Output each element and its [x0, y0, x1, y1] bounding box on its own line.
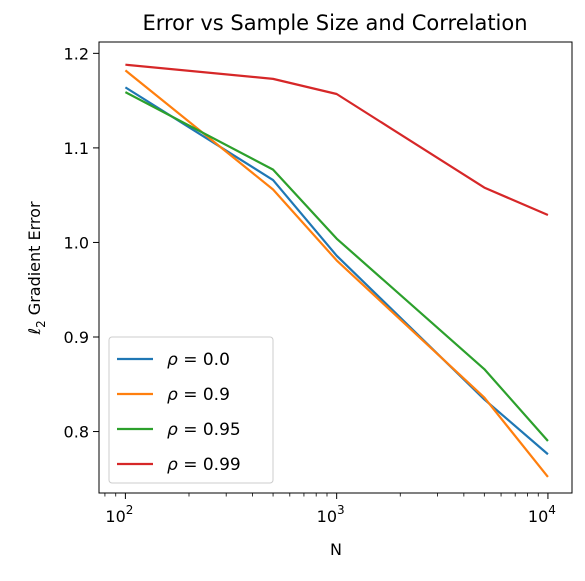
- x-tick-exponent: 4: [548, 503, 556, 517]
- y-axis-label-symbol: ℓ: [25, 328, 44, 336]
- legend-label-3: ρ = 0.99: [167, 455, 241, 475]
- x-tick-base: 10: [317, 507, 337, 526]
- series-line-1: [124, 69, 549, 478]
- legend-label-2: ρ = 0.95: [167, 420, 241, 440]
- y-tick-label-3: 1.1: [64, 139, 89, 158]
- y-tick-label-4: 1.2: [64, 44, 89, 63]
- x-tick-base: 10: [105, 507, 125, 526]
- legend-value: = 0.95: [178, 420, 241, 440]
- legend: ρ = 0.0ρ = 0.9ρ = 0.95ρ = 0.99: [108, 336, 274, 484]
- legend-value: = 0.9: [178, 385, 230, 405]
- y-axis-label: ℓ2 Gradient Error: [25, 201, 48, 335]
- x-tick-base: 10: [528, 507, 548, 526]
- legend-symbol: ρ: [167, 420, 178, 440]
- legend-frame: [108, 336, 274, 484]
- legend-symbol: ρ: [167, 350, 178, 370]
- y-tick-label-0: 0.8: [64, 423, 89, 442]
- x-tick-exponent: 3: [337, 503, 345, 517]
- x-axis-label: N: [330, 540, 342, 559]
- series-line-3: [125, 63, 549, 217]
- legend-symbol: ρ: [167, 385, 178, 405]
- series-group: [124, 63, 549, 478]
- legend-value: = 0.0: [178, 350, 230, 370]
- x-tick-exponent: 2: [126, 503, 134, 517]
- x-tick-label-2: 104: [528, 503, 556, 526]
- axes-frame: [98, 41, 573, 494]
- legend-items: ρ = 0.0ρ = 0.9ρ = 0.95ρ = 0.99: [117, 350, 241, 475]
- y-axis-label-subscript: 2: [34, 320, 48, 328]
- legend-label-0: ρ = 0.0: [167, 350, 230, 370]
- y-tick-label-2: 1.0: [64, 233, 89, 252]
- x-tick-label-0: 102: [105, 503, 133, 526]
- x-axis-ticks: 102 103 104: [104, 493, 556, 526]
- x-tick-label-1: 103: [317, 503, 345, 526]
- plot-area: [98, 41, 573, 494]
- chart-title: Error vs Sample Size and Correlation: [142, 11, 527, 35]
- y-tick-label-1: 0.9: [64, 328, 89, 347]
- legend-label-1: ρ = 0.9: [167, 385, 230, 405]
- legend-value: = 0.99: [178, 455, 241, 475]
- y-axis-ticks: 0.8 0.9 1.0 1.1 1.2: [64, 44, 99, 442]
- series-line-2: [124, 91, 549, 442]
- y-axis-label-text: Gradient Error: [25, 201, 44, 320]
- legend-symbol: ρ: [167, 455, 178, 475]
